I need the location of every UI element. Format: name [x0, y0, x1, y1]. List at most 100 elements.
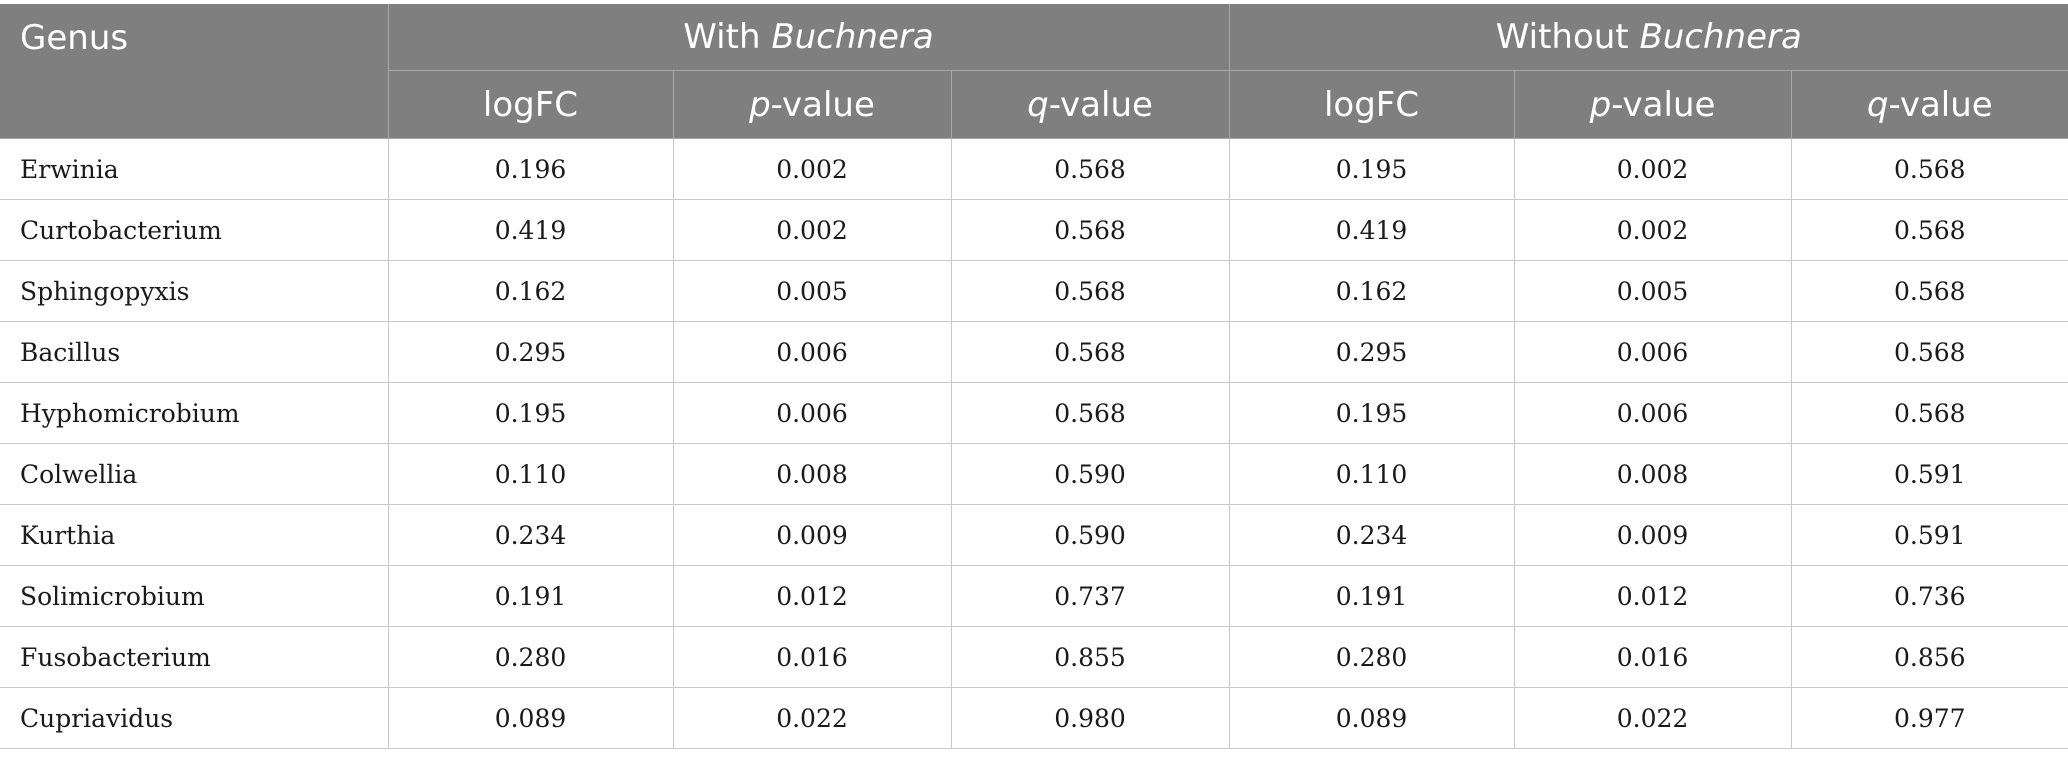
p-suffix: -value	[770, 84, 875, 125]
q-letter: q	[1027, 84, 1049, 125]
q-suffix: -value	[1048, 84, 1153, 125]
without-logfc-cell: 0.195	[1229, 138, 1515, 200]
table-body: Erwinia 0.196 0.002 0.568 0.195 0.002 0.…	[0, 138, 2068, 749]
genus-column-header: Genus	[0, 4, 389, 139]
table-row: Bacillus 0.295 0.006 0.568 0.295 0.006 0…	[0, 321, 2068, 383]
without-p-value-cell: 0.016	[1514, 626, 1792, 688]
without-q-value-cell: 0.568	[1791, 138, 2068, 200]
with-q-value-cell: 0.568	[951, 138, 1230, 200]
genus-results-table: Genus With Buchnera Without Buchnera log…	[0, 4, 2068, 749]
without-logfc-cell: 0.110	[1229, 443, 1515, 505]
without-logfc-cell: 0.191	[1229, 565, 1515, 627]
genus-cell: Bacillus	[0, 321, 389, 383]
p-suffix: -value	[1611, 84, 1716, 125]
without-logfc-cell: 0.162	[1229, 260, 1515, 322]
genus-cell: Erwinia	[0, 138, 389, 200]
without-q-value-cell: 0.568	[1791, 199, 2068, 261]
table-row: Hyphomicrobium 0.195 0.006 0.568 0.195 0…	[0, 382, 2068, 444]
without-buchnera-group-header: Without Buchnera	[1229, 4, 2068, 71]
genus-cell: Cupriavidus	[0, 687, 389, 749]
q-suffix: -value	[1888, 84, 1993, 125]
with-p-value-cell: 0.006	[673, 382, 952, 444]
with-q-value-cell: 0.855	[951, 626, 1230, 688]
with-p-value-cell: 0.022	[673, 687, 952, 749]
with-logfc-cell: 0.195	[388, 382, 674, 444]
with-q-value-cell: 0.980	[951, 687, 1230, 749]
with-logfc-cell: 0.419	[388, 199, 674, 261]
with-p-value-cell: 0.006	[673, 321, 952, 383]
without-group-italic: Buchnera	[1639, 17, 1802, 57]
table-row: Sphingopyxis 0.162 0.005 0.568 0.162 0.0…	[0, 260, 2068, 322]
with-p-value-header: p-value	[673, 70, 952, 139]
with-q-value-cell: 0.568	[951, 382, 1230, 444]
genus-header-label: Genus	[20, 18, 129, 58]
without-logfc-header: logFC	[1229, 70, 1515, 139]
table-row: Cupriavidus 0.089 0.022 0.980 0.089 0.02…	[0, 687, 2068, 749]
table-row: Fusobacterium 0.280 0.016 0.855 0.280 0.…	[0, 626, 2068, 688]
table-row: Solimicrobium 0.191 0.012 0.737 0.191 0.…	[0, 565, 2068, 627]
with-q-value-header: q-value	[951, 70, 1230, 139]
genus-cell: Sphingopyxis	[0, 260, 389, 322]
with-logfc-cell: 0.110	[388, 443, 674, 505]
without-q-value-cell: 0.856	[1791, 626, 2068, 688]
without-logfc-cell: 0.280	[1229, 626, 1515, 688]
with-logfc-cell: 0.295	[388, 321, 674, 383]
table-row: Kurthia 0.234 0.009 0.590 0.234 0.009 0.…	[0, 504, 2068, 566]
without-logfc-cell: 0.089	[1229, 687, 1515, 749]
table-row: Erwinia 0.196 0.002 0.568 0.195 0.002 0.…	[0, 138, 2068, 200]
with-logfc-cell: 0.162	[388, 260, 674, 322]
with-logfc-cell: 0.191	[388, 565, 674, 627]
without-q-value-cell: 0.977	[1791, 687, 2068, 749]
logfc-label: logFC	[1323, 84, 1420, 125]
with-logfc-cell: 0.280	[388, 626, 674, 688]
with-logfc-header: logFC	[388, 70, 674, 139]
with-p-value-cell: 0.008	[673, 443, 952, 505]
table-row: Colwellia 0.110 0.008 0.590 0.110 0.008 …	[0, 443, 2068, 505]
genus-cell: Fusobacterium	[0, 626, 389, 688]
with-q-value-cell: 0.568	[951, 260, 1230, 322]
without-p-value-cell: 0.022	[1514, 687, 1792, 749]
genus-cell: Kurthia	[0, 504, 389, 566]
without-q-value-cell: 0.568	[1791, 382, 2068, 444]
table-row: Curtobacterium 0.419 0.002 0.568 0.419 0…	[0, 199, 2068, 261]
header-sub-row: logFC p-value q-value logFC p-value q-va…	[0, 70, 2068, 139]
with-logfc-cell: 0.196	[388, 138, 674, 200]
without-p-value-cell: 0.012	[1514, 565, 1792, 627]
q-letter: q	[1866, 84, 1889, 125]
logfc-label: logFC	[482, 84, 579, 125]
with-p-value-cell: 0.009	[673, 504, 952, 566]
with-q-value-cell: 0.590	[951, 443, 1230, 505]
without-p-value-cell: 0.009	[1514, 504, 1792, 566]
without-p-value-cell: 0.002	[1514, 138, 1792, 200]
without-p-value-cell: 0.006	[1514, 382, 1792, 444]
with-q-value-cell: 0.737	[951, 565, 1230, 627]
without-p-value-cell: 0.006	[1514, 321, 1792, 383]
with-p-value-cell: 0.016	[673, 626, 952, 688]
without-logfc-cell: 0.195	[1229, 382, 1515, 444]
table-header: Genus With Buchnera Without Buchnera log…	[0, 4, 2068, 139]
genus-cell: Hyphomicrobium	[0, 382, 389, 444]
with-logfc-cell: 0.089	[388, 687, 674, 749]
without-logfc-cell: 0.419	[1229, 199, 1515, 261]
p-letter: p	[749, 84, 771, 125]
without-p-value-header: p-value	[1514, 70, 1792, 139]
with-group-italic: Buchnera	[771, 17, 934, 57]
p-letter: p	[1589, 84, 1612, 125]
with-p-value-cell: 0.012	[673, 565, 952, 627]
with-p-value-cell: 0.002	[673, 138, 952, 200]
without-q-value-header: q-value	[1791, 70, 2068, 139]
with-q-value-cell: 0.568	[951, 199, 1230, 261]
with-buchnera-group-header: With Buchnera	[388, 4, 1230, 71]
without-q-value-cell: 0.568	[1791, 260, 2068, 322]
genus-cell: Colwellia	[0, 443, 389, 505]
with-p-value-cell: 0.002	[673, 199, 952, 261]
without-logfc-cell: 0.295	[1229, 321, 1515, 383]
with-logfc-cell: 0.234	[388, 504, 674, 566]
without-group-prefix: Without	[1495, 17, 1640, 57]
without-p-value-cell: 0.002	[1514, 199, 1792, 261]
without-logfc-cell: 0.234	[1229, 504, 1515, 566]
genus-cell: Solimicrobium	[0, 565, 389, 627]
without-q-value-cell: 0.591	[1791, 504, 2068, 566]
with-group-prefix: With	[683, 17, 772, 57]
with-q-value-cell: 0.568	[951, 321, 1230, 383]
